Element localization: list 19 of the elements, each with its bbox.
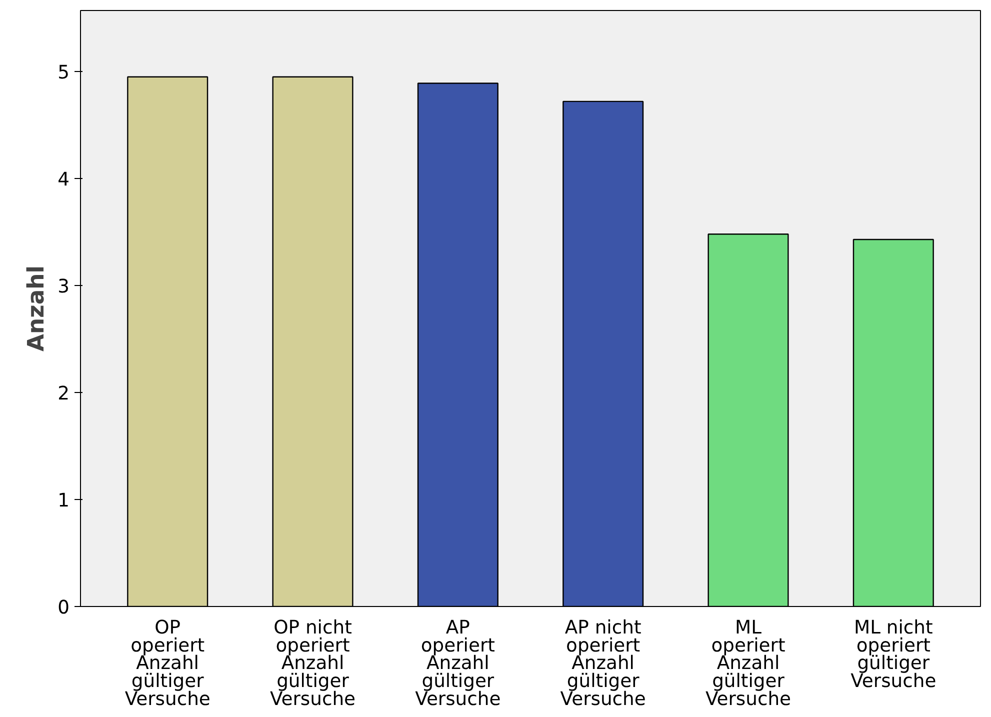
bar [272,76,354,606]
bar [127,76,208,606]
y-tick-label: 5 [58,62,70,84]
y-tick-label: 2 [58,383,70,404]
y-tick-label: 3 [58,276,70,298]
x-tick-label: AP nicht operiert Anzahl gültiger Versuche [560,618,646,710]
bar [417,82,498,606]
bar [852,238,934,606]
x-tick-label: AP operiert Anzahl gültiger Versuche [415,618,501,710]
x-tick-label: OP operiert Anzahl gültiger Versuche [124,618,210,710]
y-tick-label: 0 [58,598,70,618]
x-tick-label: ML operiert Anzahl gültiger Versuche [705,618,792,710]
x-tick-label: ML nicht operiert gültiger Versuche [850,618,936,692]
y-axis-title: Anzahl [24,265,50,352]
x-tick-label: OP nicht operiert Anzahl gültiger Versuche [270,618,356,710]
y-tick-label: 1 [58,490,70,512]
bar [562,100,644,606]
y-tick-label: 4 [58,169,70,190]
bar [708,234,789,606]
